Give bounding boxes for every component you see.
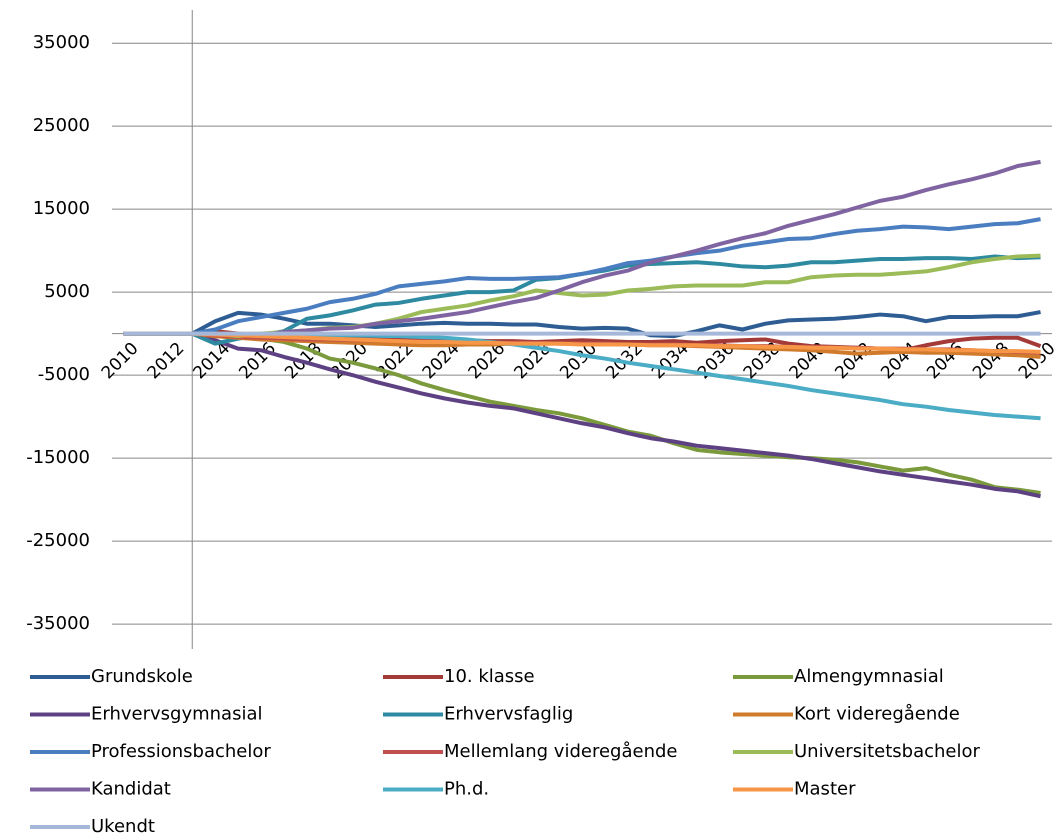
legend-label: Mellemlang videregående [444, 741, 677, 762]
legend-label: Erhvervsfaglig [444, 704, 573, 725]
series-line [123, 253, 1041, 339]
legend-label: 10. klasse [444, 666, 535, 687]
legend-label: Kandidat [91, 779, 171, 800]
series-line [123, 310, 1041, 339]
y-tick-label: -25000 [26, 530, 90, 551]
legend-label: Master [794, 779, 856, 800]
series-line [123, 331, 1041, 354]
series-line [123, 159, 1041, 338]
x-tick-label: 2010 [98, 339, 143, 384]
y-tick-label: -5000 [38, 364, 90, 385]
y-tick-label: 5000 [44, 281, 90, 302]
y-tick-label: 25000 [33, 115, 90, 136]
series-line [123, 331, 1041, 499]
legend-label: Kort videregående [794, 704, 960, 725]
y-tick-label: -35000 [26, 613, 90, 634]
x-tick-label: 2044 [877, 339, 922, 384]
legend-label: Erhvervsgymnasial [91, 704, 262, 725]
x-tick-label: 2048 [969, 339, 1014, 384]
legend-label: Professionsbachelor [91, 741, 271, 762]
y-tick-label: 15000 [33, 198, 90, 219]
legend-label: Universitetsbachelor [794, 741, 981, 762]
legend-label: Almengymnasial [794, 666, 944, 687]
legend-label: Ph.d. [444, 779, 489, 800]
x-tick-label: 2012 [144, 339, 189, 384]
x-tick-label: 2016 [235, 339, 280, 384]
legend-label: Ukendt [91, 816, 155, 837]
series-line [123, 217, 1041, 336]
y-tick-label: 35000 [33, 32, 90, 53]
y-tick-label: -15000 [26, 447, 90, 468]
legend-label: Grundskole [91, 666, 193, 687]
